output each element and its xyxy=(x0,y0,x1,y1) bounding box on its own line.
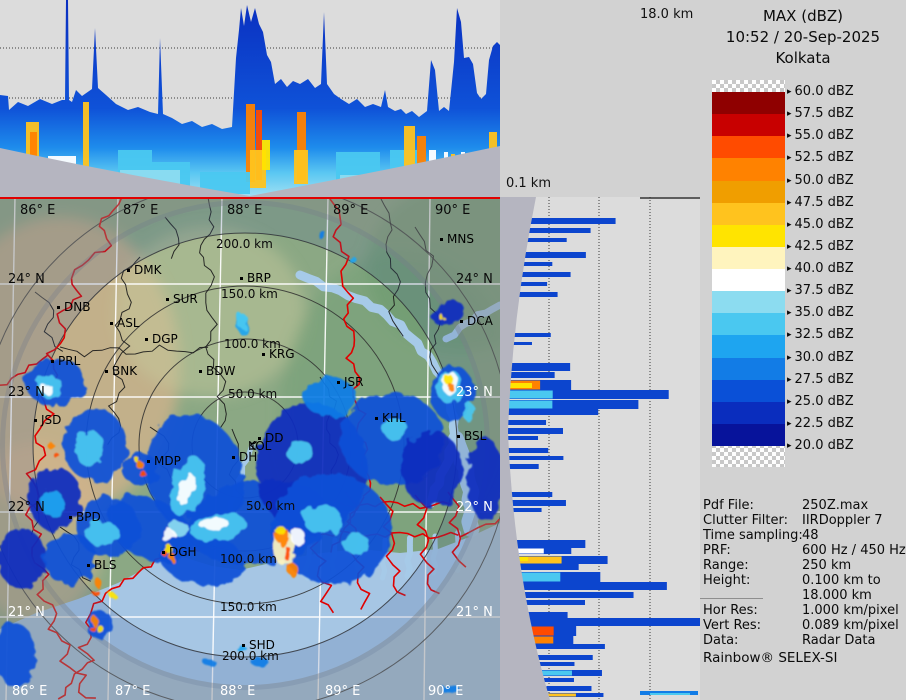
info-value: 600 Hz / 450 Hz xyxy=(802,543,906,558)
timestamp: 10:52 / 20-Sep-2025 xyxy=(725,28,881,46)
tick-arrow-icon: ▸ xyxy=(787,308,792,319)
colorbar-band-42.5 xyxy=(712,246,785,269)
colorbar-band-37.5 xyxy=(712,291,785,314)
legend-tick: ▸ 42.5 dBZ xyxy=(787,238,854,254)
site-name: Kolkata xyxy=(775,49,831,67)
info-value: Radar Data xyxy=(802,633,876,648)
legend-tick: ▸ 32.5 dBZ xyxy=(787,327,854,343)
colorbar-band-52.5 xyxy=(712,158,785,181)
legend-tick: ▸ 55.0 dBZ xyxy=(787,128,854,144)
info-label: Pdf File: xyxy=(703,498,754,513)
legend-tick: ▸ 20.0 dBZ xyxy=(787,438,854,453)
info-label: Hor Res: xyxy=(703,603,758,618)
info-label: Range: xyxy=(703,558,749,573)
info-value: IIRDoppler 7 xyxy=(802,513,883,528)
colorbar-band-47.5 xyxy=(712,202,785,225)
software-brand: Rainbow® SELEX-SI xyxy=(703,650,838,666)
reflectivity-colorbar xyxy=(712,80,785,467)
background-gap xyxy=(500,0,706,197)
tick-arrow-icon: ▸ xyxy=(787,241,792,252)
radar-map-panel: DMK BRP SUR DNB ASL DGP PRL BNK BDW KRG MNS DCA JSR K… xyxy=(0,197,500,700)
info-value: 1.000 km/pixel xyxy=(802,603,899,618)
info-label: Clutter Filter: xyxy=(703,513,788,528)
info-value: 250 km xyxy=(802,558,852,573)
legend-tick: ▸ 45.0 dBZ xyxy=(787,216,854,232)
info-value: 0.089 km/pixel xyxy=(802,618,899,633)
legend-tick: ▸ 50.0 dBZ xyxy=(787,172,854,188)
legend-tick: ▸ 37.5 dBZ xyxy=(787,283,854,299)
info-label: PRF: xyxy=(703,543,731,558)
legend-tick: ▸ 52.5 dBZ xyxy=(787,150,854,166)
colorbar-band-57.5 xyxy=(712,114,785,137)
info-label: Time sampling: xyxy=(703,528,803,543)
tick-arrow-icon: ▸ xyxy=(787,330,792,341)
north-height-profile-panel xyxy=(0,0,500,197)
tick-arrow-icon: ▸ xyxy=(787,109,792,120)
legend-tick: ▸ 30.0 dBZ xyxy=(787,349,854,365)
legend-tick: ▸ 40.0 dBZ xyxy=(787,261,854,276)
tick-arrow-icon: ▸ xyxy=(787,418,792,429)
legend-tick: ▸ 47.5 dBZ xyxy=(787,194,854,210)
tick-arrow-icon: ▸ xyxy=(787,374,792,385)
tick-arrow-icon: ▸ xyxy=(787,197,792,208)
colorbar-band-35.0 xyxy=(712,313,785,336)
north-height-profile-graphic xyxy=(0,0,500,197)
east-height-profile-graphic xyxy=(500,197,700,700)
legend-tick: ▸ 22.5 dBZ xyxy=(787,415,854,431)
scan-info-block: Pdf File: 250Z.max Clutter Filter: IIRDoppl… xyxy=(703,0,906,700)
legend-panel: MAX (dBZ) 10:52 / 20-Sep-2025 Kolkata ▸ 6… xyxy=(700,0,906,700)
legend-tick: ▸ 57.5 dBZ xyxy=(787,106,854,122)
colorbar-band-30.0 xyxy=(712,357,785,380)
colorbar-band-45.0 xyxy=(712,224,785,247)
legend-tick: ▸ 35.0 dBZ xyxy=(787,305,854,321)
colorbar-band-25.0 xyxy=(712,401,785,424)
info-value: 18.000 km xyxy=(802,588,872,603)
info-label: Height: xyxy=(703,573,751,588)
tick-arrow-icon: ▸ xyxy=(787,286,792,297)
max-height-label: 18.0 km xyxy=(640,7,694,22)
tick-arrow-icon: ▸ xyxy=(787,219,792,230)
product-title: MAX (dBZ) xyxy=(762,7,844,25)
legend-tick: ▸ 25.0 dBZ xyxy=(787,393,854,409)
colorbar-band-40.0 xyxy=(712,269,785,292)
info-value: 48 xyxy=(802,528,819,543)
colorbar-band-32.5 xyxy=(712,335,785,358)
tick-arrow-icon: ▸ xyxy=(787,264,792,274)
tick-arrow-icon: ▸ xyxy=(787,87,792,97)
info-label: Vert Res: xyxy=(703,618,762,633)
info-label: Data: xyxy=(703,633,739,648)
tick-arrow-icon: ▸ xyxy=(787,153,792,164)
colorbar-band-55.0 xyxy=(712,136,785,159)
tick-arrow-icon: ▸ xyxy=(787,175,792,186)
legend-tick: ▸ 27.5 dBZ xyxy=(787,371,854,387)
info-value: 0.100 km to xyxy=(802,573,881,588)
info-value: 250Z.max xyxy=(802,498,869,513)
title-block: MAX (dBZ) 10:52 / 20-Sep-2025 Kolkata xyxy=(700,6,906,69)
east-height-profile-panel xyxy=(500,197,700,700)
colorbar-band-60.0 xyxy=(712,92,785,115)
tick-arrow-icon: ▸ xyxy=(787,352,792,363)
colorbar-band-27.5 xyxy=(712,379,785,402)
tick-arrow-icon: ▸ xyxy=(787,396,792,407)
legend-tick: ▸ 60.0 dBZ xyxy=(787,84,854,99)
tick-arrow-icon: ▸ xyxy=(787,131,792,142)
colorbar-band-50.0 xyxy=(712,180,785,203)
info-divider xyxy=(700,598,763,599)
radar-map-graphic xyxy=(0,197,500,700)
legend-tick-labels: ▸ 60.0 dBZ ▸ 57.5 dBZ ▸ 55.0 dBZ ▸ 52.5 dBZ ▸ 50.… xyxy=(787,80,906,467)
tick-arrow-icon: ▸ xyxy=(787,441,792,451)
min-height-label: 0.1 km xyxy=(506,176,551,191)
colorbar-band-22.5 xyxy=(712,423,785,446)
